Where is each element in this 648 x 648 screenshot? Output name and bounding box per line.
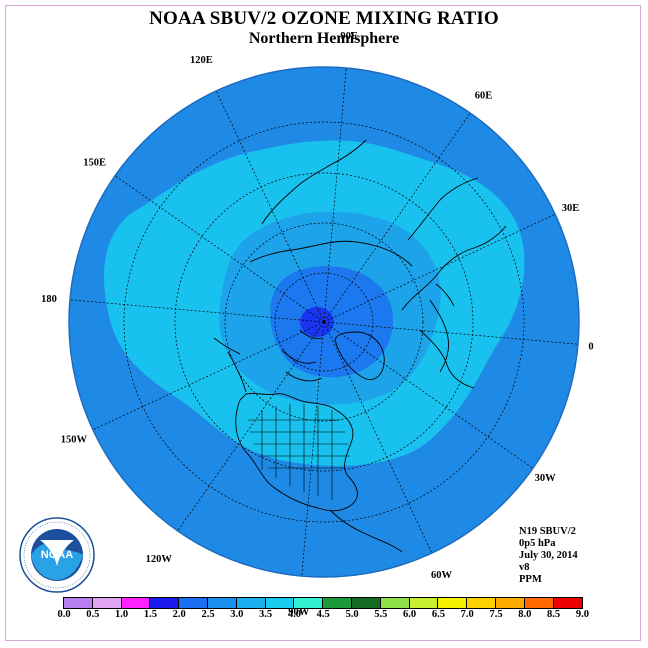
colorbar-tick-label: 8.5 bbox=[547, 609, 561, 620]
colorbar-segment bbox=[236, 598, 266, 608]
colorbar-tick-label: 4.5 bbox=[316, 609, 330, 620]
longitude-labels: 90E 60E 30E 0 30W 60W 90W 120W 150W 180 150E 120E bbox=[41, 31, 593, 618]
figure-frame bbox=[5, 5, 641, 641]
greenland-outline bbox=[334, 331, 385, 380]
colorbar-segment bbox=[495, 598, 525, 608]
colorbar-segment bbox=[64, 598, 93, 608]
units-label: PPM bbox=[519, 574, 542, 585]
colorbar-tick-label: 6.5 bbox=[431, 609, 445, 620]
longitude-label-150e: 150E bbox=[83, 157, 106, 168]
meridian-150e bbox=[114, 175, 325, 323]
colorbar-segment bbox=[351, 598, 381, 608]
longitude-meridians bbox=[69, 67, 579, 577]
eurasia-outline bbox=[261, 139, 507, 389]
pressure-label: 0p5 hPa bbox=[519, 538, 556, 549]
longitude-label-180: 180 bbox=[41, 294, 57, 305]
colorbar-tick-label: 1.5 bbox=[143, 609, 157, 620]
colorbar-segment bbox=[553, 598, 583, 608]
colorbar-tick-label: 1.0 bbox=[115, 609, 129, 620]
colorbar-ticks: 0.0 0.5 1.0 1.5 2.0 2.5 3.0 3.5 4.0 4.5 5.0 5.5 6.0 6… bbox=[0, 609, 648, 623]
version-label: v8 bbox=[519, 562, 530, 573]
colorbar-segment bbox=[467, 598, 496, 608]
colorbar-tick-label: 7.5 bbox=[489, 609, 503, 620]
meridian-30w bbox=[323, 321, 534, 469]
meridian-60w bbox=[323, 321, 433, 554]
longitude-label-90w: 90W bbox=[288, 607, 310, 618]
colorbar-tick-label: 2.5 bbox=[201, 609, 215, 620]
colorbar-tick-label: 3.5 bbox=[259, 609, 273, 620]
coastlines bbox=[213, 139, 507, 553]
canadian-archipelago bbox=[281, 329, 323, 382]
date-label: July 30, 2014 bbox=[519, 550, 578, 561]
longitude-label-60e: 60E bbox=[475, 90, 493, 101]
colorbar bbox=[63, 597, 584, 609]
longitude-label-120w: 120W bbox=[146, 554, 173, 565]
meridian-120e bbox=[215, 90, 325, 323]
noaa-logo-text: NOAA bbox=[41, 549, 73, 561]
meridian-90e bbox=[323, 67, 347, 323]
central-america-outline bbox=[329, 509, 403, 553]
meridian-30e bbox=[323, 213, 556, 323]
colorbar-segment bbox=[409, 598, 439, 608]
colorbar-tick-label: 8.0 bbox=[518, 609, 532, 620]
map-rim bbox=[68, 66, 580, 578]
north-america-outline bbox=[235, 392, 358, 512]
colorbar-segment bbox=[524, 598, 554, 608]
colorbar-tick-label: 5.0 bbox=[345, 609, 359, 620]
colorbar-segment bbox=[121, 598, 151, 608]
satellite-label: N19 SBUV/2 bbox=[519, 526, 576, 537]
us-state-grid bbox=[248, 404, 350, 500]
longitude-label-60w: 60W bbox=[431, 570, 453, 581]
colorbar-segment bbox=[380, 598, 410, 608]
colorbar-segment bbox=[294, 598, 324, 608]
colorbar-segment bbox=[265, 598, 295, 608]
meridian-150w bbox=[92, 321, 325, 431]
meridian-0 bbox=[323, 321, 579, 345]
metadata-block: N19 SBUV/2 0p5 hPa July 30, 2014 v8 PPM bbox=[519, 526, 578, 586]
colorbar-tick-label: 0.0 bbox=[57, 609, 71, 620]
meridian-120w bbox=[177, 321, 325, 532]
colorbar-tick-label: 6.0 bbox=[403, 609, 417, 620]
meridian-90w bbox=[301, 321, 325, 577]
siberian-coast bbox=[249, 240, 413, 267]
alaska-outline bbox=[213, 337, 247, 393]
longitude-label-30e: 30E bbox=[562, 203, 580, 214]
colorbar-tick-label: 9.0 bbox=[575, 609, 589, 620]
colorbar-segment bbox=[92, 598, 122, 608]
colorbar-tick-label: 4.0 bbox=[287, 609, 301, 620]
colorbar-segment bbox=[179, 598, 208, 608]
colorbar-tick-label: 2.0 bbox=[172, 609, 186, 620]
europe-coast bbox=[429, 283, 455, 373]
longitude-label-30w: 30W bbox=[535, 473, 557, 484]
colorbar-tick-label: 5.5 bbox=[374, 609, 388, 620]
meridian-60e bbox=[323, 112, 471, 323]
latitude-circles bbox=[123, 121, 525, 523]
meridian-180 bbox=[69, 299, 325, 323]
colorbar-tick-label: 0.5 bbox=[86, 609, 100, 620]
colorbar-segment bbox=[207, 598, 237, 608]
noaa-logo: NOAA bbox=[19, 517, 95, 593]
colorbar-tick-label: 7.0 bbox=[460, 609, 474, 620]
colorbar-tick-label: 3.0 bbox=[230, 609, 244, 620]
colorbar-segment bbox=[438, 598, 468, 608]
figure-title: NOAA SBUV/2 OZONE MIXING RATIO bbox=[149, 8, 499, 29]
longitude-label-150w: 150W bbox=[61, 435, 88, 446]
figure-subtitle: Northern Hemisphere bbox=[248, 30, 400, 47]
longitude-label-0: 0 bbox=[588, 341, 593, 352]
colorbar-segment bbox=[323, 598, 352, 608]
longitude-label-120e: 120E bbox=[190, 55, 213, 66]
longitude-label-90e: 90E bbox=[340, 31, 358, 42]
colorbar-segment bbox=[150, 598, 180, 608]
